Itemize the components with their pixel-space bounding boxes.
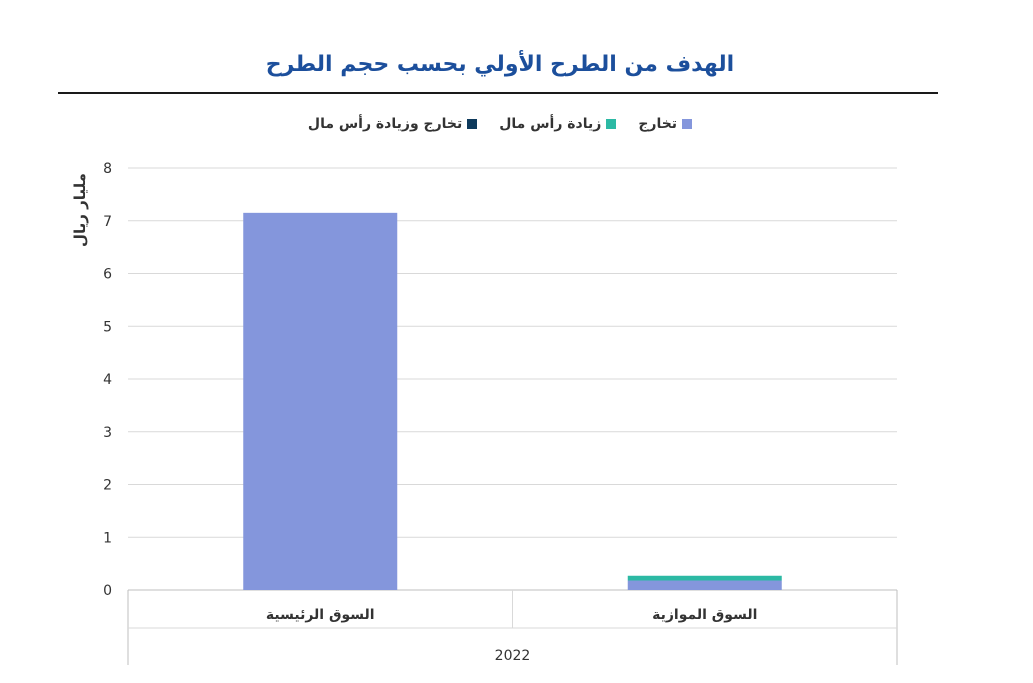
bar-parallel-market-series-0	[627, 580, 782, 590]
y-tick-label-3: 3	[103, 425, 112, 441]
legend-swatch-exit-and-capital-increase	[467, 119, 478, 129]
y-tick-label-2: 2	[103, 478, 112, 494]
legend-item-exit: تخارج	[638, 116, 693, 132]
x-category-label-0: السوق الرئيسية	[266, 607, 375, 623]
y-axis-label: مليار ريال	[71, 173, 89, 247]
y-tick-label-0: 0	[103, 583, 112, 599]
legend-label-exit: تخارج	[638, 116, 678, 132]
x-group-label: 2022	[495, 648, 531, 664]
chart-legend: تخارج زيادة رأس مال تخارج وزيادة رأس مال	[0, 116, 1000, 132]
legend-label-exit-and-capital-increase: تخارج وزيادة رأس مال	[307, 116, 463, 132]
legend-swatch-exit	[682, 119, 693, 129]
legend-label-capital-increase: زيادة رأس مال	[499, 116, 602, 132]
legend-swatch-capital-increase	[606, 119, 617, 129]
legend-item-exit-and-capital-increase: تخارج وزيادة رأس مال	[307, 116, 478, 132]
y-tick-label-7: 7	[103, 214, 112, 230]
x-category-label-1: السوق الموازية	[652, 607, 757, 623]
bar-parallel-market-series-1	[627, 575, 782, 581]
chart-title: الهدف من الطرح الأولي بحسب حجم الطرح	[265, 52, 735, 77]
legend-item-capital-increase: زيادة رأس مال	[499, 116, 617, 132]
y-tick-label-5: 5	[103, 319, 112, 335]
y-tick-label-1: 1	[103, 530, 112, 546]
y-tick-label-8: 8	[103, 161, 112, 177]
title-divider	[58, 92, 938, 94]
bar-main-market-series-0	[243, 212, 398, 590]
y-tick-label-6: 6	[103, 267, 112, 283]
y-tick-label-4: 4	[103, 372, 112, 388]
